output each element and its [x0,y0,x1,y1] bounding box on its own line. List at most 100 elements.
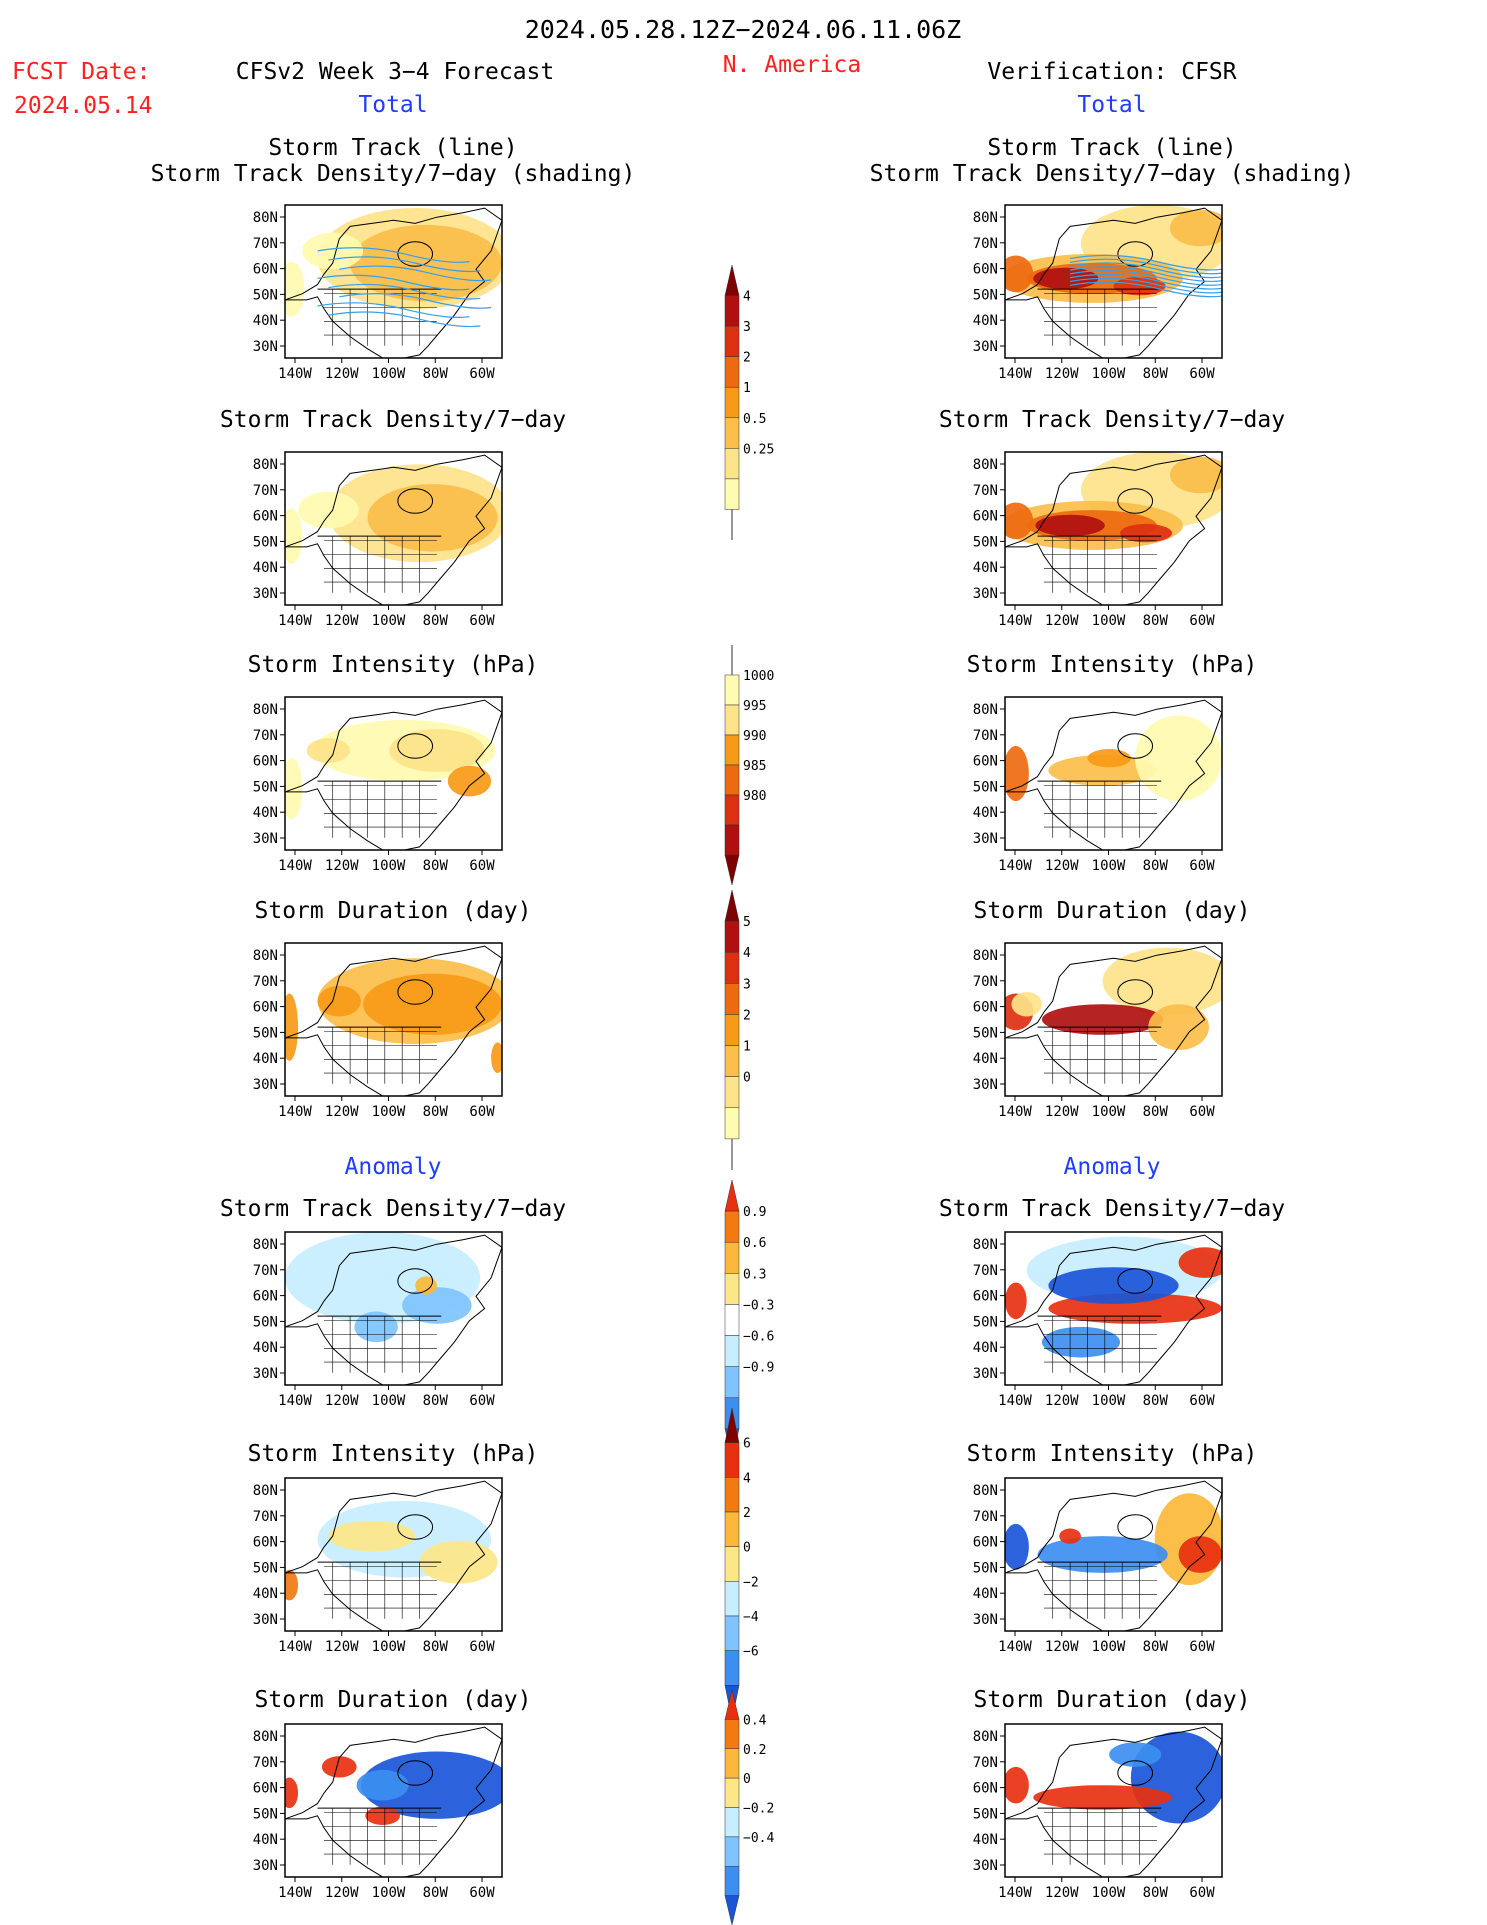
shading-field [1005,1523,1029,1570]
colorbar-cell [724,478,740,510]
storm-track-line [1069,262,1222,279]
colorbar-cell [724,1511,740,1547]
shading-field [302,232,364,270]
lon-tick-label: 120W [325,1393,359,1409]
shading-field [1059,1528,1081,1544]
colorbar-label: 2 [743,1008,751,1023]
lat-tick-label: 70N [973,974,998,990]
lat-tick-label: 70N [253,974,278,990]
lon-tick-label: 120W [325,1885,359,1901]
lon-tick-label: 140W [998,1885,1032,1901]
colorbar-cell [724,325,740,357]
lat-tick-label: 70N [973,1755,998,1771]
shading-field [1135,715,1222,802]
lat-tick-label: 50N [253,1314,278,1330]
colorbar-label: −6 [743,1645,759,1660]
lon-tick-label: 60W [1189,1639,1215,1655]
panel-frame [1004,1477,1223,1632]
lat-tick-label: 80N [253,457,278,473]
colorbar-label: 4 [743,290,751,305]
lat-tick-label: 70N [973,1263,998,1279]
panel-frame [284,1477,503,1632]
colorbar-label: −0.9 [743,1361,774,1376]
colorbar-cell [724,1045,740,1077]
lon-tick-label: 140W [278,858,312,874]
colorbar-label: 0.25 [743,442,774,457]
shading-field [1005,502,1034,540]
period-title: 2024.05.28.12Z−2024.06.11.06Z [525,15,962,44]
shading-field [1102,947,1222,1015]
lon-tick-label: 100W [1092,1104,1126,1120]
colorbar-cell [724,794,740,826]
lat-tick-label: 60N [253,1000,278,1016]
storm-track-line [317,302,470,318]
shading-field [1109,1742,1162,1767]
lon-tick-label: 80W [423,366,449,382]
lat-tick-label: 70N [253,728,278,744]
hudson-bay [397,733,434,759]
colorbar-cell [724,951,740,984]
colorbar-label: −4 [743,1610,759,1625]
lat-tick-label: 30N [253,1612,278,1628]
storm-track-line [328,256,481,273]
colorbar-cap [724,264,740,296]
colorbar-cell [724,1442,740,1478]
lat-tick-label: 50N [973,1560,998,1576]
lat-tick-label: 60N [973,1781,998,1797]
lat-tick-label: 40N [253,560,278,576]
lat-tick-label: 70N [253,483,278,499]
lon-tick-label: 60W [469,1639,495,1655]
lat-tick-label: 70N [973,236,998,252]
colorbar-label: −2 [743,1575,759,1590]
shading-field [1011,991,1042,1017]
panel-frame [1004,942,1223,1097]
panel-title-intensity-right: Storm Intensity (hPa) [967,652,1258,678]
lon-tick-label: 120W [325,1639,359,1655]
shading-field [1005,1766,1029,1804]
colorbar-label: 0.2 [743,1743,766,1758]
lon-tick-label: 60W [1189,858,1215,874]
colorbar-label: 3 [743,320,751,335]
lat-tick-label: 80N [253,1237,278,1253]
lon-tick-label: 140W [278,1393,312,1409]
shading-field [1113,276,1166,296]
shading-field [1033,1785,1173,1810]
lat-tick-label: 40N [253,313,278,329]
hudson-bay [1117,1514,1154,1540]
lon-tick-label: 140W [998,613,1032,629]
lat-tick-label: 40N [253,1832,278,1848]
colorbar-label: 980 [743,789,766,804]
panel-title-track-shading-right: Storm Track Density/7−day (shading) [870,161,1355,187]
shading-field [321,1756,357,1778]
colorbar-cell [724,1866,740,1896]
lat-tick-label: 80N [253,210,278,226]
lon-tick-label: 80W [1143,1885,1169,1901]
shading-field [317,985,361,1017]
colorbar-label: −0.2 [743,1802,774,1817]
lat-tick-label: 70N [973,483,998,499]
shading-field [1169,209,1222,247]
shading-field [285,508,303,564]
colorbar-cell [724,1748,740,1779]
shading-field [1005,1282,1027,1320]
lon-tick-label: 100W [372,366,406,382]
colorbar-label: −0.4 [743,1831,774,1846]
lon-tick-label: 60W [469,366,495,382]
lon-tick-label: 60W [1189,613,1215,629]
storm-track-line [1069,266,1222,283]
section-total-left: Total [358,92,427,118]
lat-tick-label: 30N [973,1366,998,1382]
lon-tick-label: 80W [1143,1639,1169,1655]
verification-title: Verification: CFSR [987,59,1236,85]
section-total-right: Total [1077,92,1146,118]
colorbar-label: 0.4 [743,1713,767,1728]
lat-tick-label: 70N [253,236,278,252]
panel-title-track-line-right: Storm Track (line) [987,135,1236,161]
lat-tick-label: 70N [253,1509,278,1525]
lon-tick-label: 140W [278,366,312,382]
